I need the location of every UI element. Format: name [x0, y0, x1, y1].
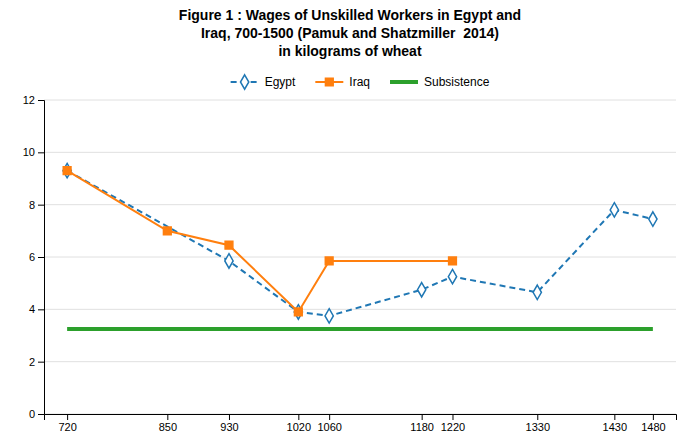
legend-label: Iraq: [349, 75, 370, 89]
legend-item: Egypt: [231, 75, 296, 89]
reference-line: [67, 327, 653, 331]
legend-item: Iraq: [315, 75, 370, 89]
tick-label: 2: [29, 356, 35, 368]
tick-mark: [38, 205, 44, 206]
tick-mark: [452, 414, 453, 420]
tick: 4: [29, 303, 44, 315]
tick: 1020: [287, 414, 311, 433]
plot-area: 720 850 930 1020 1060 1180 1220 1330 1430 1480 0 2 4…: [23, 94, 677, 433]
tick: 720: [58, 414, 76, 433]
tick-mark: [329, 414, 330, 420]
tick-label: 1180: [410, 421, 434, 433]
tick: 6: [29, 251, 44, 263]
legend-label: Egypt: [265, 75, 296, 89]
grid: [44, 100, 676, 414]
tick: 1430: [603, 414, 627, 433]
tick-label: 12: [23, 94, 35, 106]
tick-label: 8: [29, 199, 35, 211]
tick-mark: [38, 414, 44, 415]
grid-line: [44, 309, 676, 310]
point: [448, 269, 456, 283]
tick-mark: [38, 100, 44, 101]
tick: 2: [29, 356, 44, 368]
point: [649, 212, 657, 226]
tick: 10: [23, 146, 44, 158]
tick-label: 4: [29, 303, 35, 315]
tick: 1220: [441, 414, 465, 433]
legend-label: Subsistence: [424, 75, 490, 89]
tick: 1330: [526, 414, 550, 433]
tick-label: 1060: [317, 421, 341, 433]
legend-item: Subsistence: [390, 75, 490, 89]
title-line: Iraq, 700-1500 (Pamuk and Shatzmiller 20…: [201, 25, 499, 41]
tick-label: 720: [58, 421, 76, 433]
title-line: Figure 1 : Wages of Unskilled Workers in…: [179, 7, 521, 23]
tick-mark: [38, 257, 44, 258]
tick-mark: [298, 414, 299, 420]
tick: 12: [23, 94, 44, 106]
series-line: [67, 171, 452, 312]
tick: 1060: [317, 414, 341, 433]
point: [610, 203, 618, 217]
tick-mark: [38, 309, 44, 310]
grid-line: [44, 100, 676, 101]
tick: 1180: [410, 414, 434, 433]
y-axis: 0 2 4 6 8 10 12: [23, 94, 45, 420]
point: [163, 227, 171, 235]
tick-label: 0: [29, 408, 35, 420]
tick-label: 1330: [526, 421, 550, 433]
legend: Egypt Iraq Subsistence: [231, 75, 490, 89]
point: [63, 163, 71, 177]
title: Figure 1 : Wages of Unskilled Workers in…: [179, 7, 521, 59]
tick: 1480: [641, 414, 665, 433]
tick-mark: [38, 362, 44, 363]
grid-line: [44, 204, 676, 205]
grid-line: [44, 257, 676, 258]
grid-line: [44, 361, 676, 362]
tick-label: 6: [29, 251, 35, 263]
tick-mark: [67, 414, 68, 420]
tick-label: 1020: [287, 421, 311, 433]
grid-line: [44, 152, 676, 153]
tick-label: 1480: [641, 421, 665, 433]
tick-label: 10: [23, 146, 35, 158]
legend-swatch: [390, 80, 418, 84]
x-axis: 720 850 930 1020 1060 1180 1220 1330 1430 1480: [45, 414, 677, 433]
tick-label: 930: [220, 421, 238, 433]
point: [63, 167, 71, 175]
legend-marker: [240, 75, 248, 89]
point: [325, 309, 333, 323]
series-line: [67, 171, 653, 316]
tick-mark: [537, 414, 538, 420]
chart-svg: Figure 1 : Wages of Unskilled Workers in…: [0, 0, 700, 446]
point: [533, 285, 541, 299]
tick-label: 1220: [441, 421, 465, 433]
point: [417, 283, 425, 297]
legend-marker: [325, 78, 333, 86]
tick-mark: [653, 414, 654, 420]
title-line: in kilograms of wheat: [278, 43, 421, 59]
point: [449, 257, 457, 265]
point: [225, 241, 233, 249]
marks: [63, 163, 657, 329]
tick-mark: [38, 152, 44, 153]
chart-container: Figure 1 : Wages of Unskilled Workers in…: [0, 0, 700, 446]
tick: 0: [29, 408, 44, 420]
tick: 850: [159, 414, 177, 433]
point: [294, 308, 302, 316]
tick: 930: [220, 414, 238, 433]
tick-mark: [614, 414, 615, 420]
tick-mark: [167, 414, 168, 420]
point: [225, 254, 233, 268]
tick-mark: [229, 414, 230, 420]
tick-label: 1430: [603, 421, 627, 433]
axis-line: [45, 415, 677, 421]
tick: 8: [29, 199, 44, 211]
point: [325, 257, 333, 265]
axis-line: [38, 101, 45, 415]
tick-label: 850: [159, 421, 177, 433]
tick-mark: [422, 414, 423, 420]
